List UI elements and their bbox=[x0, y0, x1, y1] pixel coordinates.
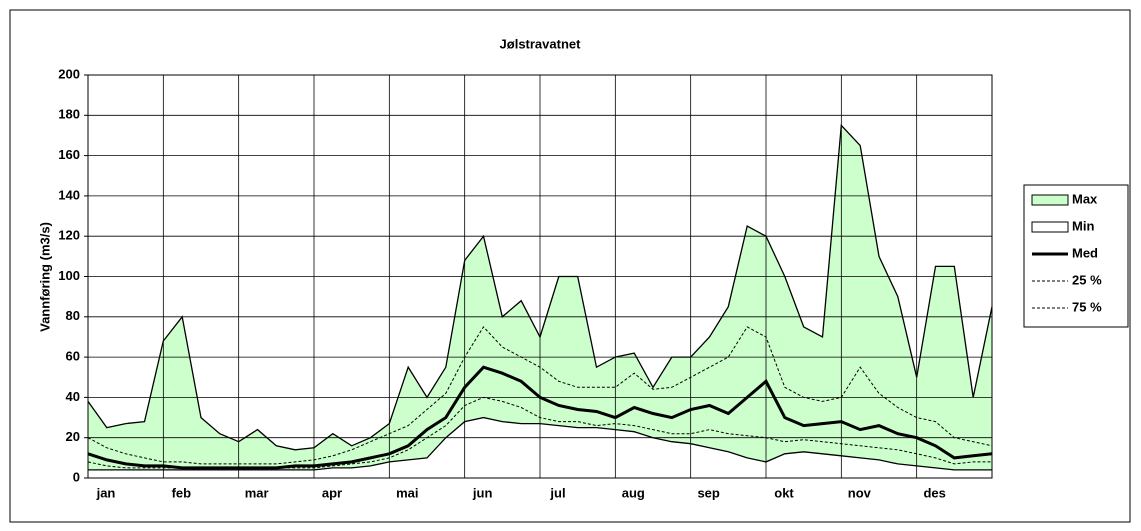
legend-label: Min bbox=[1072, 218, 1094, 233]
chart-title: Jølstravatnet bbox=[500, 36, 582, 51]
legend-swatch bbox=[1031, 194, 1069, 206]
y-tick-label: 100 bbox=[58, 268, 80, 283]
x-tick-label: jun bbox=[472, 485, 493, 500]
y-tick-label: 200 bbox=[58, 66, 80, 81]
x-tick-label: feb bbox=[172, 485, 192, 500]
series-line bbox=[87, 396, 992, 471]
series-line bbox=[87, 326, 993, 465]
y-tick-label: 0 bbox=[73, 469, 80, 484]
x-tick-label: sep bbox=[697, 485, 719, 500]
y-tick-label: 40 bbox=[66, 389, 80, 404]
legend-label: 25 % bbox=[1072, 272, 1102, 287]
x-tick-label: mai bbox=[396, 485, 418, 500]
plot-border bbox=[87, 74, 993, 479]
x-tick-label: des bbox=[923, 485, 945, 500]
y-tick-label: 20 bbox=[66, 429, 80, 444]
legend-label: 75 % bbox=[1072, 299, 1102, 314]
legend-label: Max bbox=[1072, 191, 1098, 206]
legend-label: Med bbox=[1072, 245, 1098, 260]
y-tick-label: 120 bbox=[58, 228, 80, 243]
x-tick-label: mar bbox=[245, 485, 269, 500]
x-tick-label: aug bbox=[622, 485, 645, 500]
legend-swatch bbox=[1031, 221, 1069, 233]
series-line bbox=[87, 365, 993, 470]
legend bbox=[1023, 184, 1129, 328]
y-tick-label: 160 bbox=[58, 147, 80, 162]
y-axis-label: Vannføring (m3/s) bbox=[37, 222, 52, 332]
y-tick-label: 80 bbox=[66, 308, 80, 323]
area-outline bbox=[87, 123, 993, 451]
x-tick-label: jan bbox=[96, 485, 116, 500]
x-tick-label: jul bbox=[549, 485, 565, 500]
x-tick-label: okt bbox=[774, 485, 794, 500]
x-tick-label: nov bbox=[848, 485, 872, 500]
y-tick-label: 140 bbox=[58, 187, 80, 202]
x-tick-label: apr bbox=[322, 485, 342, 500]
y-tick-label: 60 bbox=[66, 349, 80, 364]
y-tick-label: 180 bbox=[58, 107, 80, 122]
